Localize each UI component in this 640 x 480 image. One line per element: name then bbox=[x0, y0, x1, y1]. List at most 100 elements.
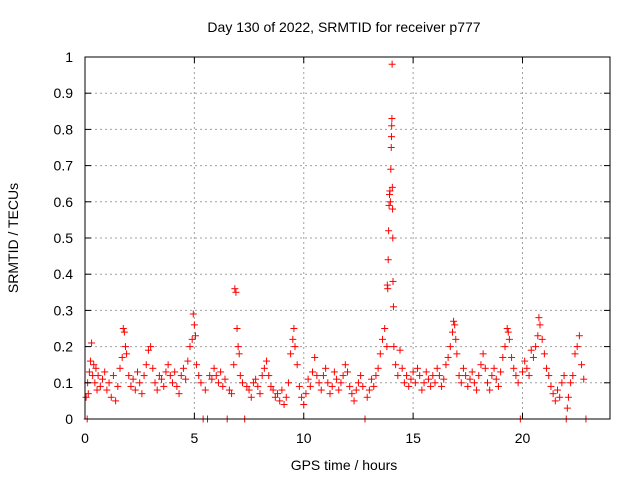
data-point bbox=[129, 375, 137, 383]
data-point bbox=[258, 372, 266, 380]
data-point bbox=[442, 361, 450, 369]
y-tick-label: 0.4 bbox=[54, 266, 74, 282]
data-point bbox=[249, 379, 257, 387]
data-point bbox=[357, 372, 365, 380]
data-point bbox=[556, 393, 564, 401]
data-point bbox=[370, 382, 378, 390]
data-point bbox=[388, 122, 396, 130]
data-point bbox=[309, 368, 316, 376]
data-point bbox=[525, 372, 533, 380]
data-point bbox=[407, 375, 415, 383]
data-point bbox=[435, 372, 443, 380]
data-point bbox=[306, 382, 314, 390]
data-point bbox=[398, 364, 406, 372]
data-point bbox=[221, 375, 229, 383]
data-point bbox=[470, 379, 478, 387]
data-point bbox=[234, 343, 242, 351]
data-point bbox=[228, 390, 236, 398]
data-point bbox=[188, 335, 196, 343]
data-point bbox=[527, 346, 535, 354]
data-point bbox=[388, 183, 396, 191]
data-point bbox=[564, 393, 572, 401]
data-point bbox=[276, 397, 284, 405]
data-point bbox=[136, 379, 144, 387]
data-point bbox=[260, 364, 268, 372]
data-point bbox=[175, 390, 183, 398]
data-point bbox=[567, 379, 575, 387]
y-tick-label: 0.2 bbox=[54, 339, 74, 355]
data-point bbox=[326, 390, 334, 398]
data-point bbox=[477, 361, 485, 369]
x-tick-labels: 0 5 10 15 20 bbox=[81, 430, 530, 446]
data-point bbox=[144, 346, 152, 354]
data-point bbox=[101, 368, 109, 376]
data-point bbox=[138, 390, 146, 398]
x-tick-label: 10 bbox=[296, 430, 312, 446]
data-point bbox=[451, 321, 459, 329]
data-point bbox=[86, 357, 94, 365]
data-point bbox=[372, 372, 380, 380]
data-point bbox=[503, 325, 511, 332]
data-point bbox=[453, 350, 461, 358]
data-point bbox=[536, 321, 544, 329]
data-point bbox=[287, 350, 295, 358]
data-point bbox=[540, 350, 548, 358]
data-point bbox=[93, 386, 101, 394]
data-point bbox=[563, 404, 571, 412]
data-point bbox=[195, 372, 203, 380]
x-axis-label: GPS time / hours bbox=[291, 457, 398, 473]
data-point bbox=[339, 372, 347, 380]
data-point bbox=[169, 379, 176, 387]
data-point bbox=[295, 382, 303, 390]
data-point bbox=[354, 379, 362, 387]
data-point bbox=[457, 379, 465, 387]
data-point bbox=[210, 364, 218, 372]
data-point bbox=[197, 379, 205, 387]
data-point bbox=[488, 372, 496, 380]
data-point bbox=[166, 372, 174, 380]
data-point bbox=[344, 368, 351, 376]
data-point bbox=[387, 165, 395, 173]
data-point bbox=[384, 256, 392, 264]
data-point bbox=[232, 288, 240, 296]
data-point bbox=[501, 343, 509, 351]
data-point bbox=[352, 386, 360, 394]
data-point bbox=[112, 397, 120, 405]
data-point bbox=[414, 364, 421, 372]
data-point bbox=[322, 364, 330, 372]
data-point bbox=[99, 375, 106, 383]
data-point bbox=[374, 364, 382, 372]
x-tick-label: 0 bbox=[81, 430, 89, 446]
data-point bbox=[396, 346, 404, 354]
data-point bbox=[335, 386, 343, 394]
data-point bbox=[350, 397, 358, 405]
data-point bbox=[427, 382, 435, 390]
data-point bbox=[535, 314, 543, 322]
data-point bbox=[385, 201, 393, 209]
data-point bbox=[191, 332, 199, 340]
data-point bbox=[134, 368, 141, 376]
data-point bbox=[446, 343, 454, 351]
data-point bbox=[245, 386, 253, 394]
data-point bbox=[418, 386, 426, 394]
y-tick-label: 0.1 bbox=[54, 375, 74, 391]
data-point bbox=[464, 382, 472, 390]
data-point bbox=[455, 372, 463, 380]
data-point bbox=[571, 350, 579, 358]
y-tick-label: 0.6 bbox=[54, 194, 74, 210]
data-point bbox=[484, 379, 491, 387]
data-point bbox=[119, 325, 127, 332]
x-tick-label: 5 bbox=[190, 430, 198, 446]
data-point bbox=[462, 372, 470, 380]
y-tick-labels: 0 0.1 0.2 0.3 0.4 0.5 0.6 0.7 0.8 0.9 1 bbox=[54, 49, 74, 427]
data-point bbox=[420, 379, 428, 387]
data-point bbox=[289, 335, 297, 343]
data-point bbox=[379, 335, 386, 343]
data-point bbox=[333, 375, 341, 383]
data-point bbox=[386, 187, 394, 195]
data-point bbox=[91, 379, 99, 387]
data-point bbox=[206, 372, 214, 380]
data-point bbox=[121, 343, 129, 351]
data-point bbox=[155, 372, 163, 380]
